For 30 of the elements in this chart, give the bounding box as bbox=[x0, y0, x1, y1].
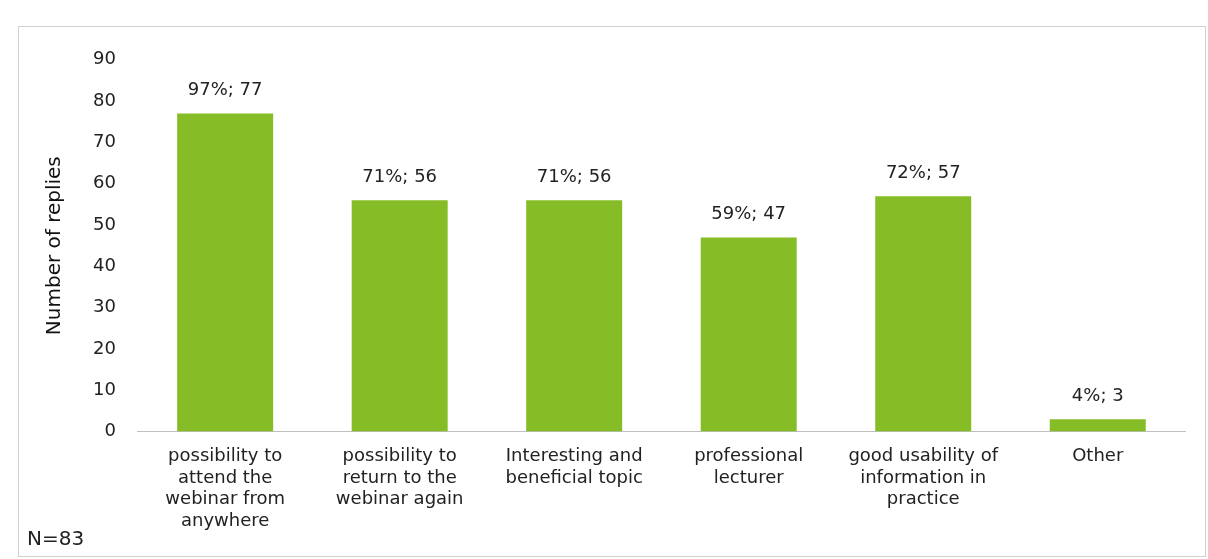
x-tick-label: Interesting and beneficial topic bbox=[505, 444, 643, 487]
y-tick-label: 50 bbox=[93, 212, 116, 234]
data-label: 71%; 56 bbox=[536, 164, 612, 186]
y-tick-label: 60 bbox=[93, 171, 116, 193]
x-tick-label: good usability of information in practice bbox=[848, 444, 999, 509]
y-tick-label: 0 bbox=[104, 419, 116, 441]
y-tick-label: 90 bbox=[93, 47, 116, 69]
text: N=83 bbox=[27, 526, 85, 550]
bar bbox=[875, 196, 972, 432]
data-label: 72%; 57 bbox=[885, 160, 961, 182]
bar bbox=[177, 113, 274, 432]
y-tick-label: 80 bbox=[93, 88, 116, 110]
data-label: 59%; 47 bbox=[711, 202, 787, 224]
data-label: 97%; 77 bbox=[187, 78, 263, 100]
bar bbox=[700, 237, 797, 432]
x-tick-label: possibility to return to the webinar again bbox=[335, 444, 464, 509]
x-tick-label: Other bbox=[1072, 444, 1124, 466]
bar bbox=[351, 200, 448, 432]
data-label: 71%; 56 bbox=[362, 164, 438, 186]
x-tick-label: professional lecturer bbox=[694, 444, 804, 487]
y-tick-label: 30 bbox=[93, 295, 116, 317]
y-tick-label: 70 bbox=[93, 130, 116, 152]
x-tick-label: possibility to attend the webinar from anywhere bbox=[165, 444, 285, 530]
y-tick-label: 20 bbox=[93, 336, 116, 358]
y-axis-title: Number of replies bbox=[41, 156, 66, 336]
bar bbox=[1049, 419, 1146, 432]
data-label: 4%; 3 bbox=[1071, 383, 1124, 405]
bar bbox=[526, 200, 623, 432]
y-tick-label: 40 bbox=[93, 254, 116, 276]
y-tick-label: 10 bbox=[93, 377, 116, 399]
